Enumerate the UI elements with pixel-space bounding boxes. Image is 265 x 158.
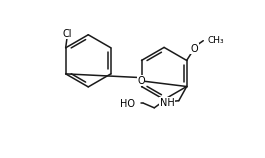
Text: CH₃: CH₃ [207,36,224,45]
Text: Cl: Cl [63,29,73,39]
Text: NH: NH [160,97,174,107]
Text: HO: HO [120,99,135,109]
Text: O: O [137,76,145,86]
Text: O: O [191,44,198,54]
